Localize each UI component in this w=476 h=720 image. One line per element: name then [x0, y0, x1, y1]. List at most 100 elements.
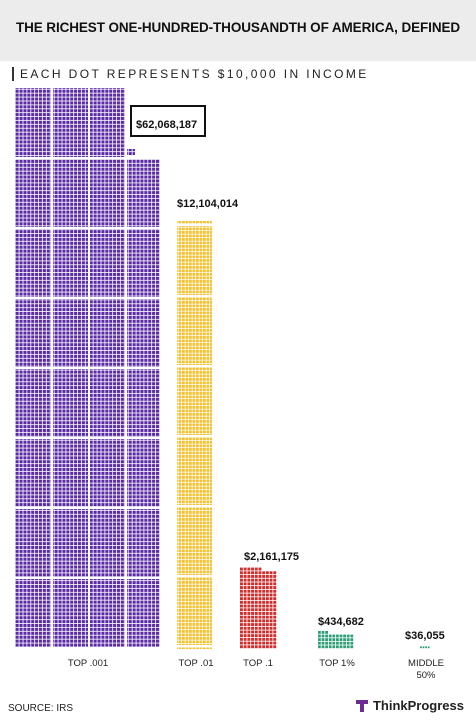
value-label-top-1: $2,161,175 — [244, 551, 299, 563]
bar-top-01-body — [177, 226, 212, 649]
dot — [262, 600, 266, 604]
dot — [247, 612, 251, 615]
dot — [243, 612, 247, 615]
dot — [243, 615, 247, 619]
value-label-top-1pct: $434,682 — [318, 616, 364, 628]
dot — [269, 589, 273, 593]
bar-top-01-remainder — [177, 221, 212, 224]
dot — [269, 615, 273, 619]
dot — [325, 645, 328, 649]
dot — [262, 578, 266, 582]
bar-top-001: $62,068,187 TOP .001 — [15, 88, 206, 669]
dot — [336, 638, 339, 641]
dot — [328, 638, 332, 641]
header-band — [0, 0, 476, 61]
dot — [318, 631, 321, 634]
dot — [262, 637, 266, 641]
category-label-top-001: TOP .001 — [68, 658, 108, 669]
dot — [247, 600, 251, 604]
dot — [339, 638, 343, 641]
dot — [265, 634, 269, 638]
dot — [254, 578, 258, 582]
dot — [273, 637, 277, 641]
dot — [251, 623, 254, 626]
dot — [240, 615, 243, 619]
dot — [328, 641, 332, 645]
dot — [240, 630, 243, 634]
dot — [269, 645, 273, 649]
dot — [336, 634, 339, 638]
dot — [269, 630, 273, 634]
dot — [247, 582, 251, 586]
dot — [240, 608, 243, 612]
dot — [265, 637, 269, 641]
dot — [240, 645, 243, 649]
dot — [273, 619, 277, 623]
category-label-top-1pct: TOP 1% — [319, 658, 355, 669]
dot — [265, 641, 269, 645]
dot — [336, 641, 339, 645]
dot — [243, 623, 247, 626]
dot — [427, 646, 430, 649]
bar-top-01: $12,104,014 TOP .01 — [177, 198, 239, 669]
dot — [240, 626, 243, 630]
dot — [254, 608, 258, 612]
dot — [251, 586, 254, 589]
dot — [251, 593, 254, 597]
dot — [269, 593, 273, 597]
dot — [258, 597, 262, 601]
dot — [265, 597, 269, 601]
dot — [325, 634, 328, 638]
dot — [269, 641, 273, 645]
dot — [269, 600, 273, 604]
dot — [343, 634, 346, 638]
block-separator — [177, 575, 212, 577]
dot — [258, 630, 262, 634]
dot — [269, 619, 273, 623]
dot — [350, 634, 354, 638]
dot — [265, 612, 269, 615]
dot — [273, 634, 277, 638]
dot — [258, 567, 262, 571]
dot — [251, 575, 254, 578]
dot — [262, 615, 266, 619]
dot — [350, 645, 354, 649]
dot — [321, 645, 325, 649]
dot — [240, 604, 243, 608]
dot — [258, 637, 262, 641]
dot — [269, 637, 273, 641]
dot — [258, 634, 262, 638]
value-box-top-001 — [130, 105, 206, 137]
dot — [258, 645, 262, 649]
dot — [273, 604, 277, 608]
dot — [247, 623, 251, 626]
source-note: SOURCE: IRS — [8, 703, 74, 714]
dot — [262, 604, 266, 608]
dot — [247, 597, 251, 601]
dot — [269, 575, 273, 578]
dot — [273, 582, 277, 586]
brand-logo: ThinkProgress — [355, 698, 464, 713]
dot — [262, 608, 266, 612]
dot — [318, 634, 321, 638]
dot — [254, 582, 258, 586]
block-separator — [88, 88, 90, 649]
dot — [251, 582, 254, 586]
dot — [258, 600, 262, 604]
dot — [247, 567, 251, 571]
dot — [262, 575, 266, 578]
dot — [254, 571, 258, 575]
dot — [350, 638, 354, 641]
dot — [243, 578, 247, 582]
dot — [251, 567, 254, 571]
dot — [240, 575, 243, 578]
bar-top-1pct: $434,682 TOP 1% — [318, 616, 364, 669]
block-separator — [177, 295, 212, 297]
dot — [265, 575, 269, 578]
dot — [258, 571, 262, 575]
dot — [273, 575, 277, 578]
dot — [265, 615, 269, 619]
dot — [243, 608, 247, 612]
dot — [247, 641, 251, 645]
dot — [247, 619, 251, 623]
